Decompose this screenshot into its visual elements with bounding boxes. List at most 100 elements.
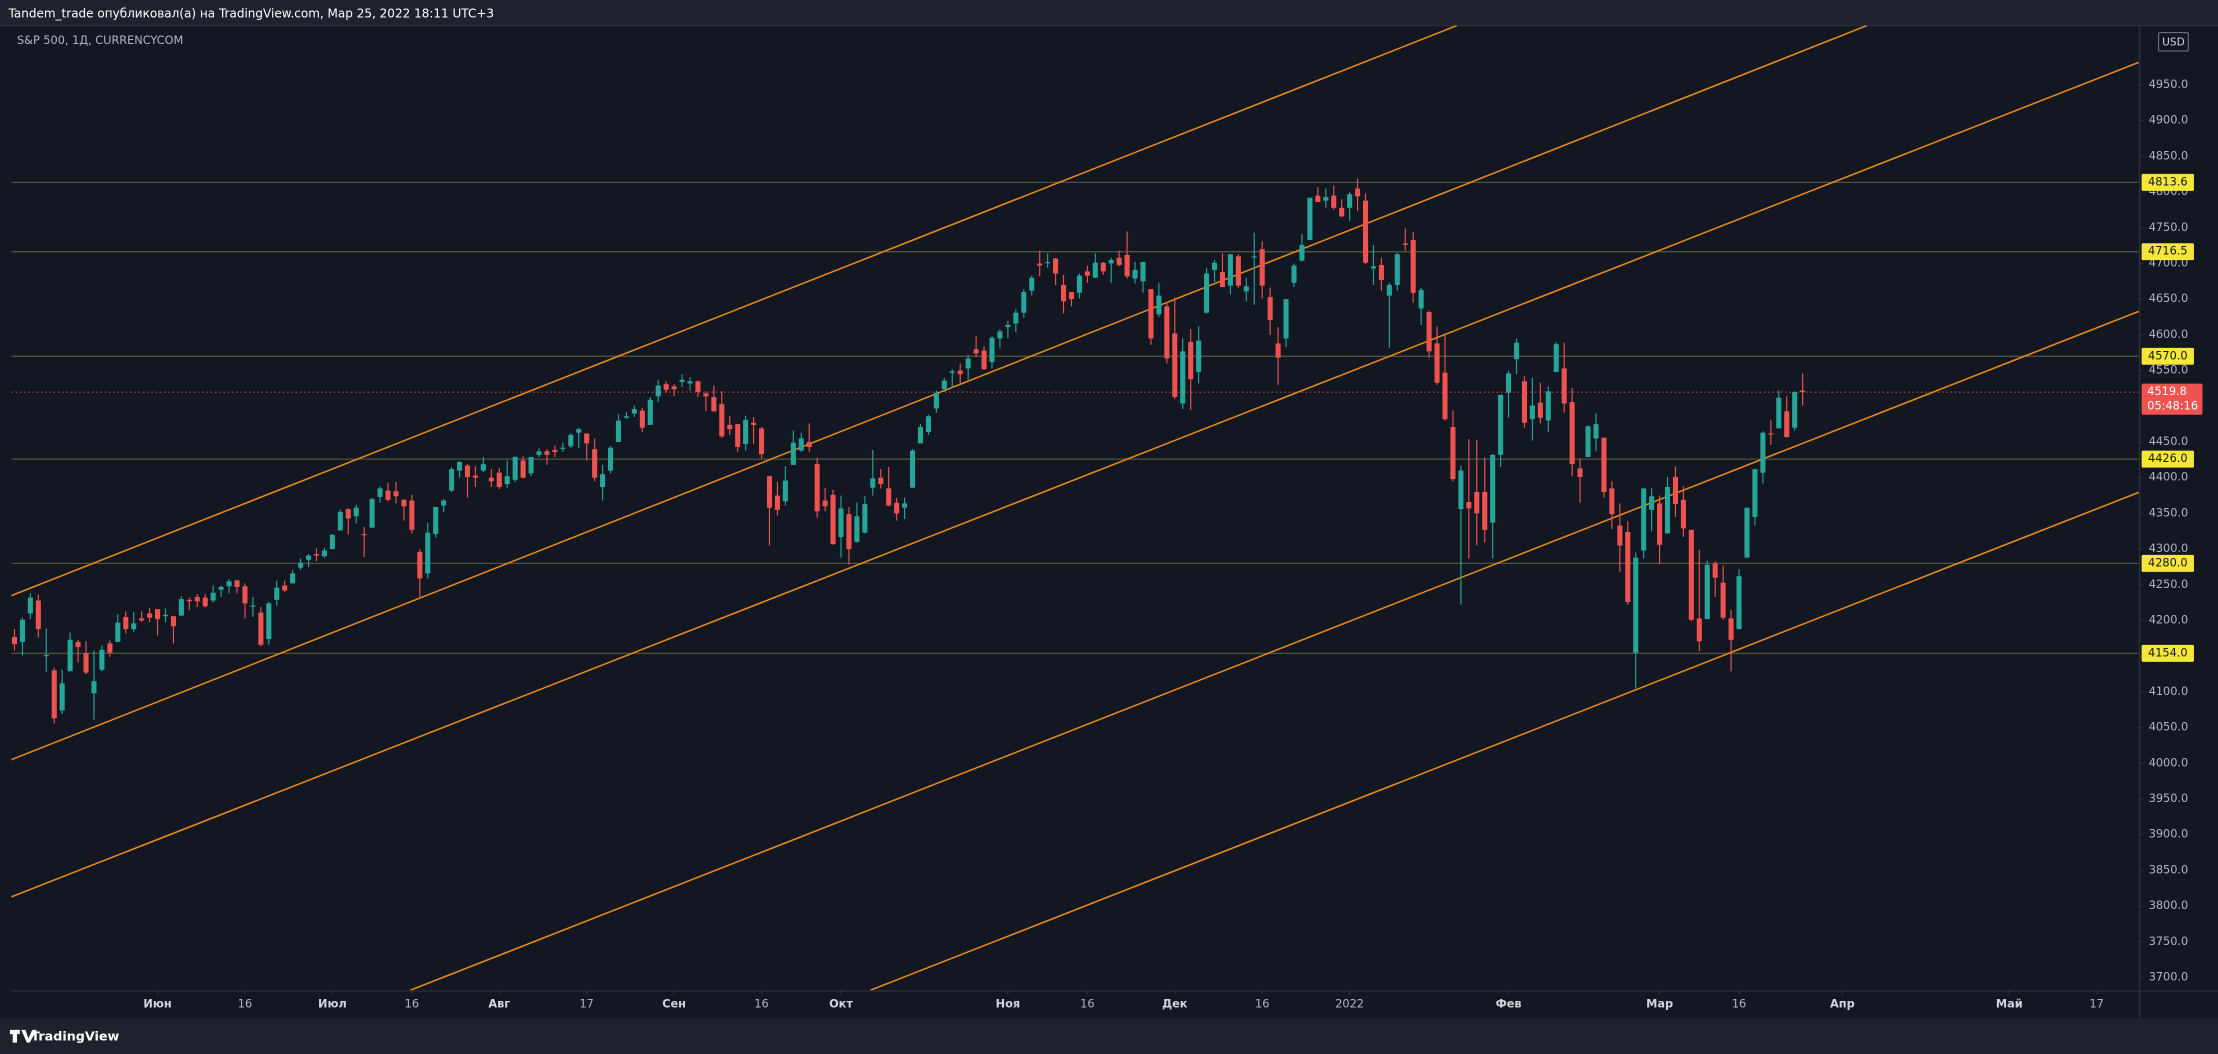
candle-body	[1680, 499, 1686, 529]
candle-body	[1744, 507, 1750, 558]
level-label: 4813.6	[2148, 175, 2188, 188]
candle-body	[886, 488, 892, 506]
x-tick-label: 2022	[1335, 997, 1364, 1010]
candle-body	[766, 476, 773, 508]
candle-body	[1513, 342, 1520, 360]
y-tick-label: 4400.0	[2149, 471, 2189, 484]
candle-body	[909, 450, 916, 488]
candle-body	[1728, 618, 1734, 640]
candle-body	[1450, 426, 1456, 480]
candle-body	[123, 616, 129, 630]
x-tick-label: 16	[1732, 997, 1746, 1010]
y-tick-label: 4450.0	[2149, 435, 2189, 448]
y-tick-label: 4050.0	[2149, 721, 2189, 734]
y-tick-label: 4350.0	[2149, 506, 2189, 519]
candle-body	[949, 371, 955, 373]
candle-body	[782, 480, 788, 502]
candle-body	[1084, 271, 1090, 276]
x-tick-label: 16	[405, 997, 419, 1010]
candle-body	[1561, 368, 1567, 404]
candle-body	[623, 416, 629, 418]
candle-body	[242, 586, 248, 604]
candle-body	[210, 592, 216, 601]
candle-body	[830, 494, 836, 545]
candle-body	[305, 555, 312, 560]
y-tick-label: 3700.0	[2149, 971, 2189, 984]
candle-body	[226, 581, 232, 587]
y-tick-label: 4100.0	[2149, 685, 2189, 698]
level-label: 4426.0	[2148, 452, 2188, 465]
candle-body	[512, 456, 518, 480]
candle-body	[43, 654, 49, 657]
candle-body	[401, 499, 407, 507]
y-tick-label: 4650.0	[2149, 292, 2189, 305]
candle-body	[703, 393, 709, 397]
candle-body	[870, 478, 876, 488]
y-tick-label: 4000.0	[2149, 756, 2189, 769]
candle-body	[298, 562, 304, 568]
candle-body	[345, 509, 351, 519]
candle-body	[51, 670, 57, 719]
candle-body	[393, 491, 399, 497]
level-label: 4154.0	[2148, 646, 2188, 659]
candle-body	[639, 410, 645, 428]
candle-body	[1060, 284, 1067, 302]
candle-body	[1132, 269, 1138, 279]
candle-body	[925, 416, 931, 432]
candle-body	[1657, 503, 1663, 545]
level-label: 4570.0	[2148, 349, 2188, 362]
candle-body	[790, 442, 796, 465]
y-tick-label: 4750.0	[2149, 221, 2189, 234]
candle-body	[997, 331, 1003, 339]
trend-line	[11, 25, 1458, 597]
candle-body	[1219, 272, 1226, 288]
candle-body	[1776, 397, 1782, 429]
candle-body	[1211, 262, 1218, 270]
level-badge	[2141, 554, 2194, 572]
candle-body	[1434, 343, 1440, 383]
candle-body	[1688, 529, 1694, 620]
candle-body	[615, 420, 622, 442]
candle-body	[274, 587, 280, 600]
header-text: Tandem_trade опубликовал(а) на TradingVi…	[7, 7, 494, 21]
y-tick-label: 3950.0	[2149, 792, 2189, 805]
candle-body	[361, 534, 367, 536]
candle-body	[695, 381, 701, 393]
candle-body	[878, 477, 884, 485]
candle-body	[655, 385, 661, 397]
candle-body	[1339, 207, 1345, 217]
candle-body	[480, 464, 486, 471]
candle-body	[1299, 244, 1305, 261]
candle-body	[1331, 195, 1337, 208]
y-tick-label: 4950.0	[2149, 78, 2189, 91]
candle-body	[1204, 273, 1210, 313]
candle-body	[1037, 263, 1043, 266]
candle-body	[1315, 195, 1321, 203]
x-tick-label: Фев	[1496, 997, 1522, 1010]
footer-bar	[0, 1018, 2218, 1054]
candle-body	[1704, 564, 1710, 620]
currency-label[interactable]: USD	[2162, 37, 2185, 49]
candle-body	[711, 397, 717, 412]
candle-body	[1275, 343, 1281, 358]
currency-box[interactable]	[2158, 32, 2189, 52]
candle-body	[1641, 488, 1647, 551]
candle-body	[1466, 501, 1472, 509]
candle-body	[528, 456, 534, 474]
candle-body	[1323, 197, 1329, 201]
candle-body	[1474, 491, 1480, 514]
candle-body	[456, 461, 463, 471]
candle-body	[743, 419, 749, 445]
level-badge	[2141, 243, 2194, 261]
candle-body	[1005, 324, 1011, 328]
candle-body	[377, 488, 383, 497]
candle-body	[1402, 243, 1408, 245]
candle-body	[1164, 306, 1170, 359]
candle-body	[1053, 258, 1059, 274]
candle-body	[1362, 200, 1369, 263]
candle-body	[115, 622, 121, 642]
candle-body	[862, 504, 868, 533]
candle-body	[838, 508, 844, 537]
candle-body	[99, 649, 105, 670]
